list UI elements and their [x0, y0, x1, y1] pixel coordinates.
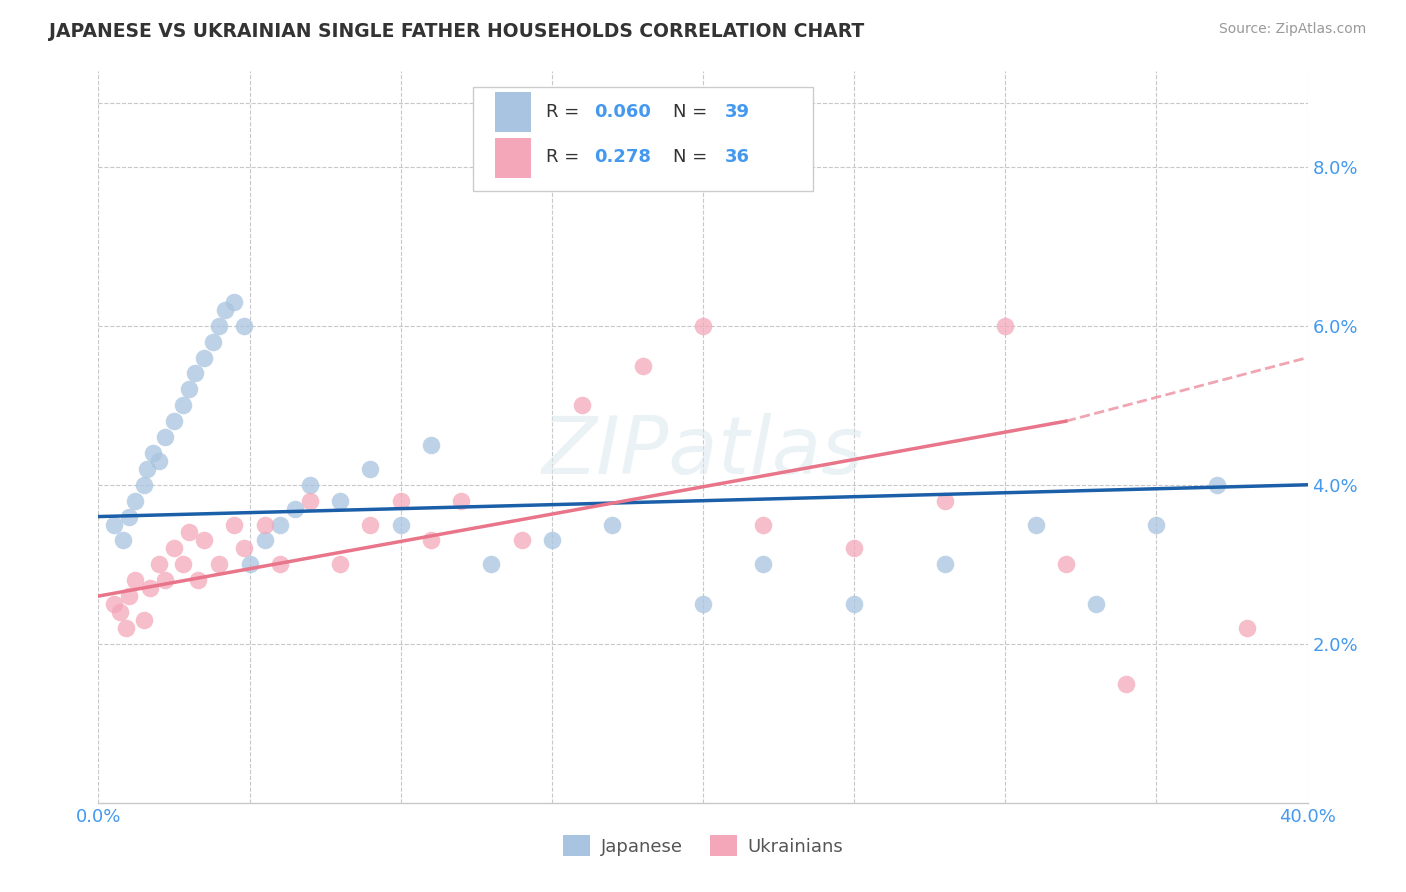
Point [844, 597, 866, 611]
Point [1236, 621, 1258, 635]
Point [602, 517, 624, 532]
Point [510, 533, 533, 548]
Point [153, 430, 176, 444]
Point [934, 493, 956, 508]
Point [752, 517, 775, 532]
Point [329, 558, 352, 572]
Text: JAPANESE VS UKRAINIAN SINGLE FATHER HOUSEHOLDS CORRELATION CHART: JAPANESE VS UKRAINIAN SINGLE FATHER HOUS… [49, 22, 865, 41]
Point [844, 541, 866, 556]
Point [299, 493, 322, 508]
Point [124, 573, 146, 587]
Point [360, 517, 382, 532]
Point [108, 605, 131, 619]
Point [253, 533, 276, 548]
Point [571, 398, 593, 412]
Text: ZIPatlas: ZIPatlas [541, 413, 865, 491]
Text: N =: N = [672, 103, 713, 120]
Point [172, 558, 194, 572]
Point [631, 359, 654, 373]
Point [360, 462, 382, 476]
Text: R =: R = [546, 148, 585, 166]
Point [934, 558, 956, 572]
Point [184, 367, 207, 381]
Point [202, 334, 225, 349]
Legend: Japanese, Ukrainians: Japanese, Ukrainians [555, 828, 851, 863]
Point [450, 493, 472, 508]
Point [208, 558, 231, 572]
Point [148, 558, 170, 572]
Point [1115, 676, 1137, 690]
Point [329, 493, 352, 508]
Point [1144, 517, 1167, 532]
Point [118, 589, 141, 603]
Point [114, 621, 136, 635]
Point [284, 501, 307, 516]
Point [111, 533, 134, 548]
Point [214, 302, 236, 317]
Point [1085, 597, 1108, 611]
Point [179, 525, 201, 540]
Text: 0.278: 0.278 [595, 148, 651, 166]
Point [692, 318, 714, 333]
Bar [495, 92, 531, 132]
Point [1054, 558, 1077, 572]
Text: R =: R = [546, 103, 585, 120]
Point [139, 581, 162, 595]
Text: Source: ZipAtlas.com: Source: ZipAtlas.com [1219, 22, 1367, 37]
Point [752, 558, 775, 572]
Point [135, 462, 157, 476]
Point [269, 517, 291, 532]
Point [103, 517, 125, 532]
Point [179, 383, 201, 397]
Point [163, 541, 186, 556]
Point [163, 414, 186, 428]
Point [142, 446, 165, 460]
Point [481, 558, 503, 572]
Point [253, 517, 276, 532]
Point [224, 517, 246, 532]
Point [232, 318, 254, 333]
Point [148, 454, 170, 468]
Point [232, 541, 254, 556]
Point [224, 294, 246, 309]
Point [153, 573, 176, 587]
Point [172, 398, 194, 412]
FancyBboxPatch shape [474, 87, 813, 191]
Point [1206, 477, 1229, 491]
Point [193, 351, 215, 365]
Text: 39: 39 [724, 103, 749, 120]
Bar [495, 137, 531, 178]
Point [994, 318, 1017, 333]
Text: 0.060: 0.060 [595, 103, 651, 120]
Text: N =: N = [672, 148, 713, 166]
Point [692, 597, 714, 611]
Point [124, 493, 146, 508]
Point [389, 493, 412, 508]
Text: 36: 36 [724, 148, 749, 166]
Point [299, 477, 322, 491]
Point [239, 558, 262, 572]
Point [208, 318, 231, 333]
Point [132, 613, 155, 627]
Point [1024, 517, 1046, 532]
Point [118, 509, 141, 524]
Point [420, 438, 443, 452]
Point [193, 533, 215, 548]
Point [187, 573, 209, 587]
Point [540, 533, 562, 548]
Point [269, 558, 291, 572]
Point [103, 597, 125, 611]
Point [420, 533, 443, 548]
Point [132, 477, 155, 491]
Point [389, 517, 412, 532]
